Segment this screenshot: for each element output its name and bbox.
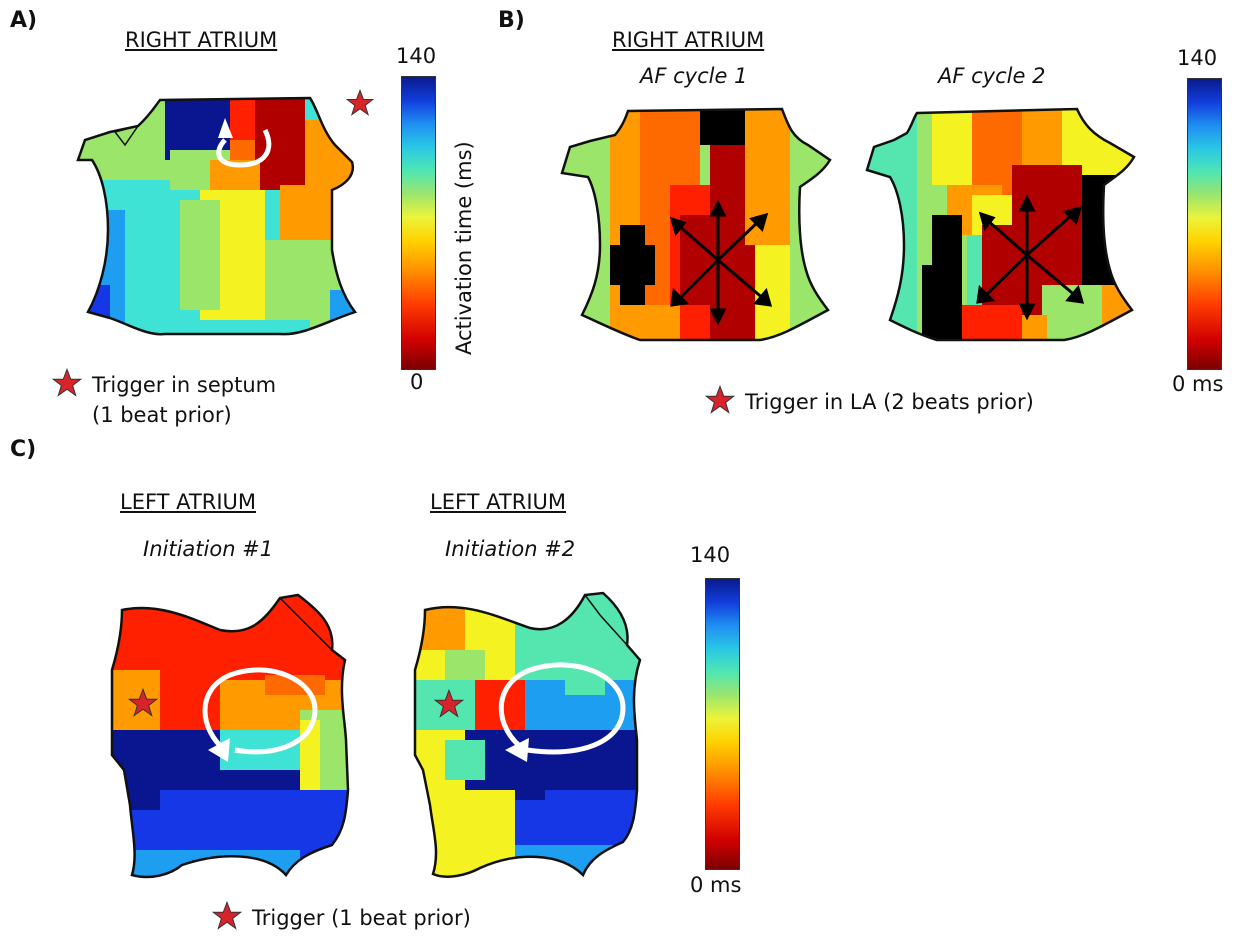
panel-c-colorbar — [705, 578, 740, 870]
panel-b-map1-activation-map — [560, 107, 832, 342]
panel-c-map2-title: Initiation #2 — [445, 537, 576, 561]
panel-c-map1-activation-map — [110, 593, 350, 879]
panel-a-label: A) — [10, 8, 38, 33]
panel-a-colorbar — [401, 76, 436, 370]
panel-c-map2-rotation-arrow — [498, 662, 626, 755]
panel-a-region-title: RIGHT ATRIUM — [125, 28, 278, 52]
panel-c-colorbar-min: 0 ms — [690, 873, 742, 897]
panel-a-colorbar-max: 140 — [396, 44, 437, 68]
panel-a-legend-line1: Trigger in septum — [92, 373, 277, 397]
panel-c-legend: Trigger (1 beat prior) — [211, 900, 471, 933]
panel-a-activation-map — [76, 96, 358, 336]
legend-star-icon — [211, 900, 243, 930]
panel-a-legend-line2: (1 beat prior) — [92, 403, 232, 427]
panel-c-map2-region-title: LEFT ATRIUM — [430, 490, 567, 514]
panel-c-label: C) — [10, 437, 37, 462]
panel-a-colorbar-min: 0 — [410, 370, 424, 394]
panel-b-map2-title: AF cycle 2 — [938, 64, 1046, 88]
panel-a-colorbar-axis-label: Activation time (ms) — [452, 141, 476, 355]
panel-c-legend-line1: Trigger (1 beat prior) — [252, 906, 471, 930]
panel-a-rotation-arrow — [216, 128, 272, 168]
panel-c-map2-star-icon — [433, 688, 465, 718]
panel-c-map1-title: Initiation #1 — [143, 537, 274, 561]
panel-b-label: B) — [498, 8, 525, 33]
panel-b-colorbar — [1187, 78, 1222, 370]
panel-c-colorbar-max: 140 — [690, 543, 731, 567]
panel-b-map1-title: AF cycle 1 — [640, 64, 748, 88]
panel-c-map1-star-icon — [127, 687, 159, 717]
panel-b-colorbar-max: 140 — [1177, 46, 1218, 70]
panel-b-legend-line1: Trigger in LA (2 beats prior) — [745, 390, 1034, 414]
panel-c-map1-rotation-arrow — [202, 667, 318, 755]
legend-star-icon — [704, 384, 736, 414]
legend-star-icon — [51, 367, 83, 397]
panel-b-legend: Trigger in LA (2 beats prior) — [704, 384, 1034, 417]
panel-b-colorbar-min: 0 ms — [1172, 372, 1224, 396]
panel-a-star-icon — [345, 88, 375, 116]
panel-b-map2-activation-map — [865, 107, 1136, 342]
panel-b-region-title: RIGHT ATRIUM — [612, 28, 765, 52]
panel-c-map2-activation-map — [413, 591, 642, 878]
panel-a-legend: Trigger in septum (1 beat prior) — [51, 367, 277, 430]
panel-c-map1-region-title: LEFT ATRIUM — [120, 490, 257, 514]
